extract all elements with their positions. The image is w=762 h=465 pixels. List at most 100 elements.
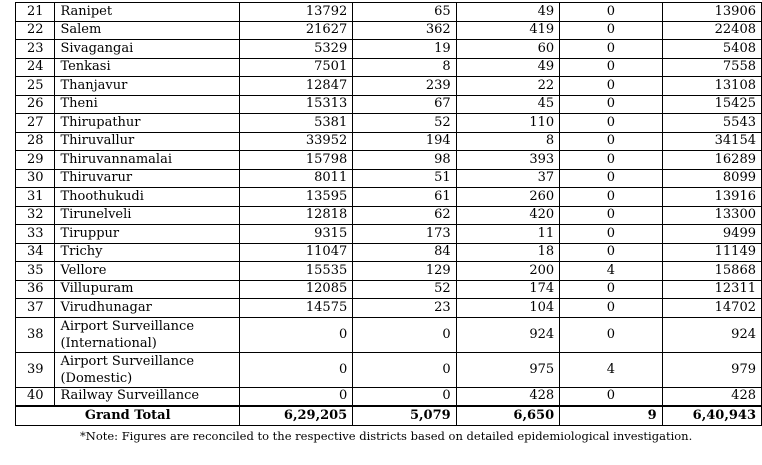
value-cell-4: 0: [559, 386, 663, 407]
total-cell: 13108: [661, 76, 762, 96]
grand-total-label: Grand Total: [14, 405, 241, 426]
total-cell: 13300: [661, 205, 762, 225]
serial-number-cell: 37: [14, 298, 56, 318]
district-name-cell: Theni: [54, 94, 241, 114]
table-row: 37 Virudhunagar 14575 23 104 0 14702: [14, 298, 762, 318]
total-cell: 5543: [661, 113, 762, 133]
district-name-cell: Thiruvallur: [54, 131, 241, 151]
table-row: 24 Tenkasi 7501 8 49 0 7558: [14, 57, 762, 77]
serial-number-cell: 40: [14, 386, 56, 407]
table-row: 35 Vellore 15535 129 200 4 15868: [14, 261, 762, 281]
district-name-cell: Airport Surveillance (Domestic): [54, 351, 241, 388]
value-cell-2: 84: [352, 242, 457, 262]
value-cell-4: 0: [559, 224, 663, 244]
value-cell-2: 52: [352, 113, 457, 133]
value-cell-4: 0: [559, 279, 663, 299]
table-row: 39 Airport Surveillance (Domestic) 0 0 975 4 9…: [14, 351, 762, 388]
value-cell-2: 194: [352, 131, 457, 151]
value-cell-1: 14575: [239, 298, 354, 318]
district-name-cell: Airport Surveillance (International): [54, 316, 241, 353]
table-row: 28 Thiruvallur 33952 194 8 0 34154: [14, 131, 762, 151]
total-cell: 12311: [661, 279, 762, 299]
total-cell: 11149: [661, 242, 762, 262]
district-name-cell: Thanjavur: [54, 76, 241, 96]
value-cell-4: 0: [559, 168, 663, 188]
table-row: 38 Airport Surveillance (International) 0 0…: [14, 316, 762, 353]
value-cell-1: 0: [239, 386, 354, 407]
serial-number-cell: 36: [14, 279, 56, 299]
value-cell-3: 8: [455, 131, 561, 151]
district-name-cell: Thiruvarur: [54, 168, 241, 188]
district-name-cell: Railway Surveillance: [54, 386, 241, 407]
value-cell-4: 0: [559, 131, 663, 151]
value-cell-2: 65: [352, 2, 457, 22]
total-cell: 15425: [661, 94, 762, 114]
grand-total-value-1: 6,29,205: [239, 405, 354, 426]
total-cell: 15868: [661, 261, 762, 281]
value-cell-2: 362: [352, 20, 457, 40]
value-cell-3: 11: [455, 224, 561, 244]
value-cell-4: 0: [559, 2, 663, 22]
value-cell-1: 12085: [239, 279, 354, 299]
total-cell: 7558: [661, 57, 762, 77]
value-cell-2: 52: [352, 279, 457, 299]
serial-number-cell: 31: [14, 187, 56, 207]
grand-total-row: Grand Total 6,29,205 5,079 6,650 9 6,40,943: [14, 405, 762, 426]
district-name-cell: Salem: [54, 20, 241, 40]
value-cell-4: 0: [559, 94, 663, 114]
value-cell-3: 104: [455, 298, 561, 318]
value-cell-2: 61: [352, 187, 457, 207]
total-cell: 979: [661, 351, 762, 388]
total-cell: 428: [661, 386, 762, 407]
serial-number-cell: 28: [14, 131, 56, 151]
value-cell-3: 200: [455, 261, 561, 281]
table-body: 21 Ranipet 13792 65 49 0 13906 22 Salem 21627 362 4…: [14, 2, 762, 426]
total-cell: 14702: [661, 298, 762, 318]
value-cell-4: 0: [559, 242, 663, 262]
value-cell-2: 0: [352, 316, 457, 353]
serial-number-cell: 22: [14, 20, 56, 40]
table-row: 36 Villupuram 12085 52 174 0 12311: [14, 279, 762, 299]
value-cell-1: 0: [239, 316, 354, 353]
value-cell-2: 67: [352, 94, 457, 114]
value-cell-3: 37: [455, 168, 561, 188]
value-cell-1: 9315: [239, 224, 354, 244]
value-cell-2: 129: [352, 261, 457, 281]
district-name-cell: Villupuram: [54, 279, 241, 299]
district-name-cell: Tenkasi: [54, 57, 241, 77]
value-cell-3: 49: [455, 57, 561, 77]
total-cell: 5408: [661, 39, 762, 59]
serial-number-cell: 26: [14, 94, 56, 114]
value-cell-1: 13595: [239, 187, 354, 207]
value-cell-3: 260: [455, 187, 561, 207]
value-cell-1: 0: [239, 351, 354, 388]
value-cell-2: 8: [352, 57, 457, 77]
value-cell-1: 13792: [239, 2, 354, 22]
table-row: 25 Thanjavur 12847 239 22 0 13108: [14, 76, 762, 96]
table-row: 21 Ranipet 13792 65 49 0 13906: [14, 2, 762, 22]
serial-number-cell: 23: [14, 39, 56, 59]
value-cell-1: 15798: [239, 150, 354, 170]
total-cell: 22408: [661, 20, 762, 40]
value-cell-2: 62: [352, 205, 457, 225]
grand-total-value: 6,40,943: [661, 405, 762, 426]
footnote: *Note: Figures are reconciled to the res…: [80, 429, 693, 443]
value-cell-1: 7501: [239, 57, 354, 77]
value-cell-1: 15535: [239, 261, 354, 281]
value-cell-3: 924: [455, 316, 561, 353]
serial-number-cell: 34: [14, 242, 56, 262]
value-cell-1: 12818: [239, 205, 354, 225]
value-cell-1: 5329: [239, 39, 354, 59]
value-cell-4: 0: [559, 187, 663, 207]
table-row: 34 Trichy 11047 84 18 0 11149: [14, 242, 762, 262]
value-cell-4: 0: [559, 20, 663, 40]
serial-number-cell: 24: [14, 57, 56, 77]
value-cell-3: 18: [455, 242, 561, 262]
value-cell-2: 0: [352, 351, 457, 388]
total-cell: 34154: [661, 131, 762, 151]
table-row: 40 Railway Surveillance 0 0 428 0 428: [14, 386, 762, 407]
total-cell: 9499: [661, 224, 762, 244]
serial-number-cell: 21: [14, 2, 56, 22]
grand-total-value-2: 5,079: [352, 405, 457, 426]
value-cell-2: 23: [352, 298, 457, 318]
